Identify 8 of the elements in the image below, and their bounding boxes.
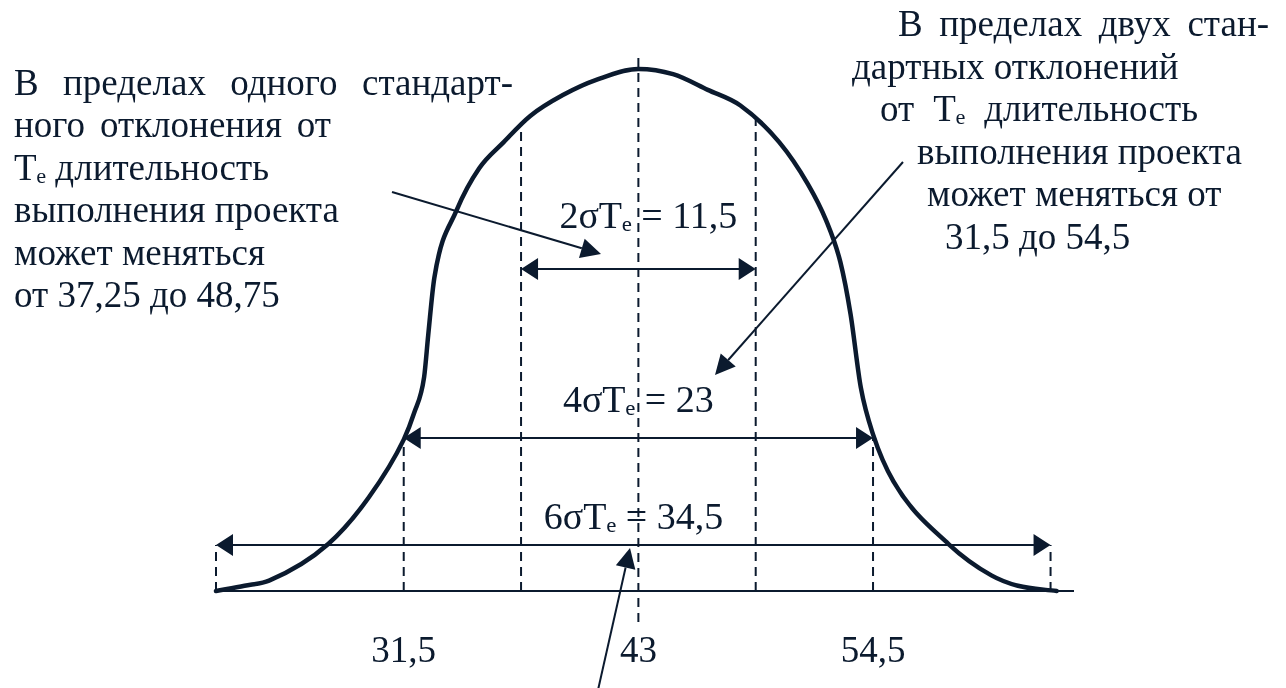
x-tick-label: 43 bbox=[619, 628, 657, 670]
x-tick-label: 31,5 bbox=[371, 628, 437, 670]
annotation: 2σTₑ = 11,5 bbox=[559, 193, 738, 237]
annotation: В пределах двух стан- дартных отклонений от Tₑ длительность выполнения проекта может меняться от 31,5 до 54,5 bbox=[852, 2, 1269, 258]
annotation: В пределах одного стандарт- ного отклонения от Tₑ длительность выполнения проекта может меняться от 37,25 до 48,75 bbox=[14, 60, 513, 316]
annotation: 4σTₑ = 23 bbox=[562, 378, 714, 422]
x-tick-label: 54,5 bbox=[840, 628, 906, 670]
annotation: 6σTₑ = 34,5 bbox=[543, 495, 724, 539]
